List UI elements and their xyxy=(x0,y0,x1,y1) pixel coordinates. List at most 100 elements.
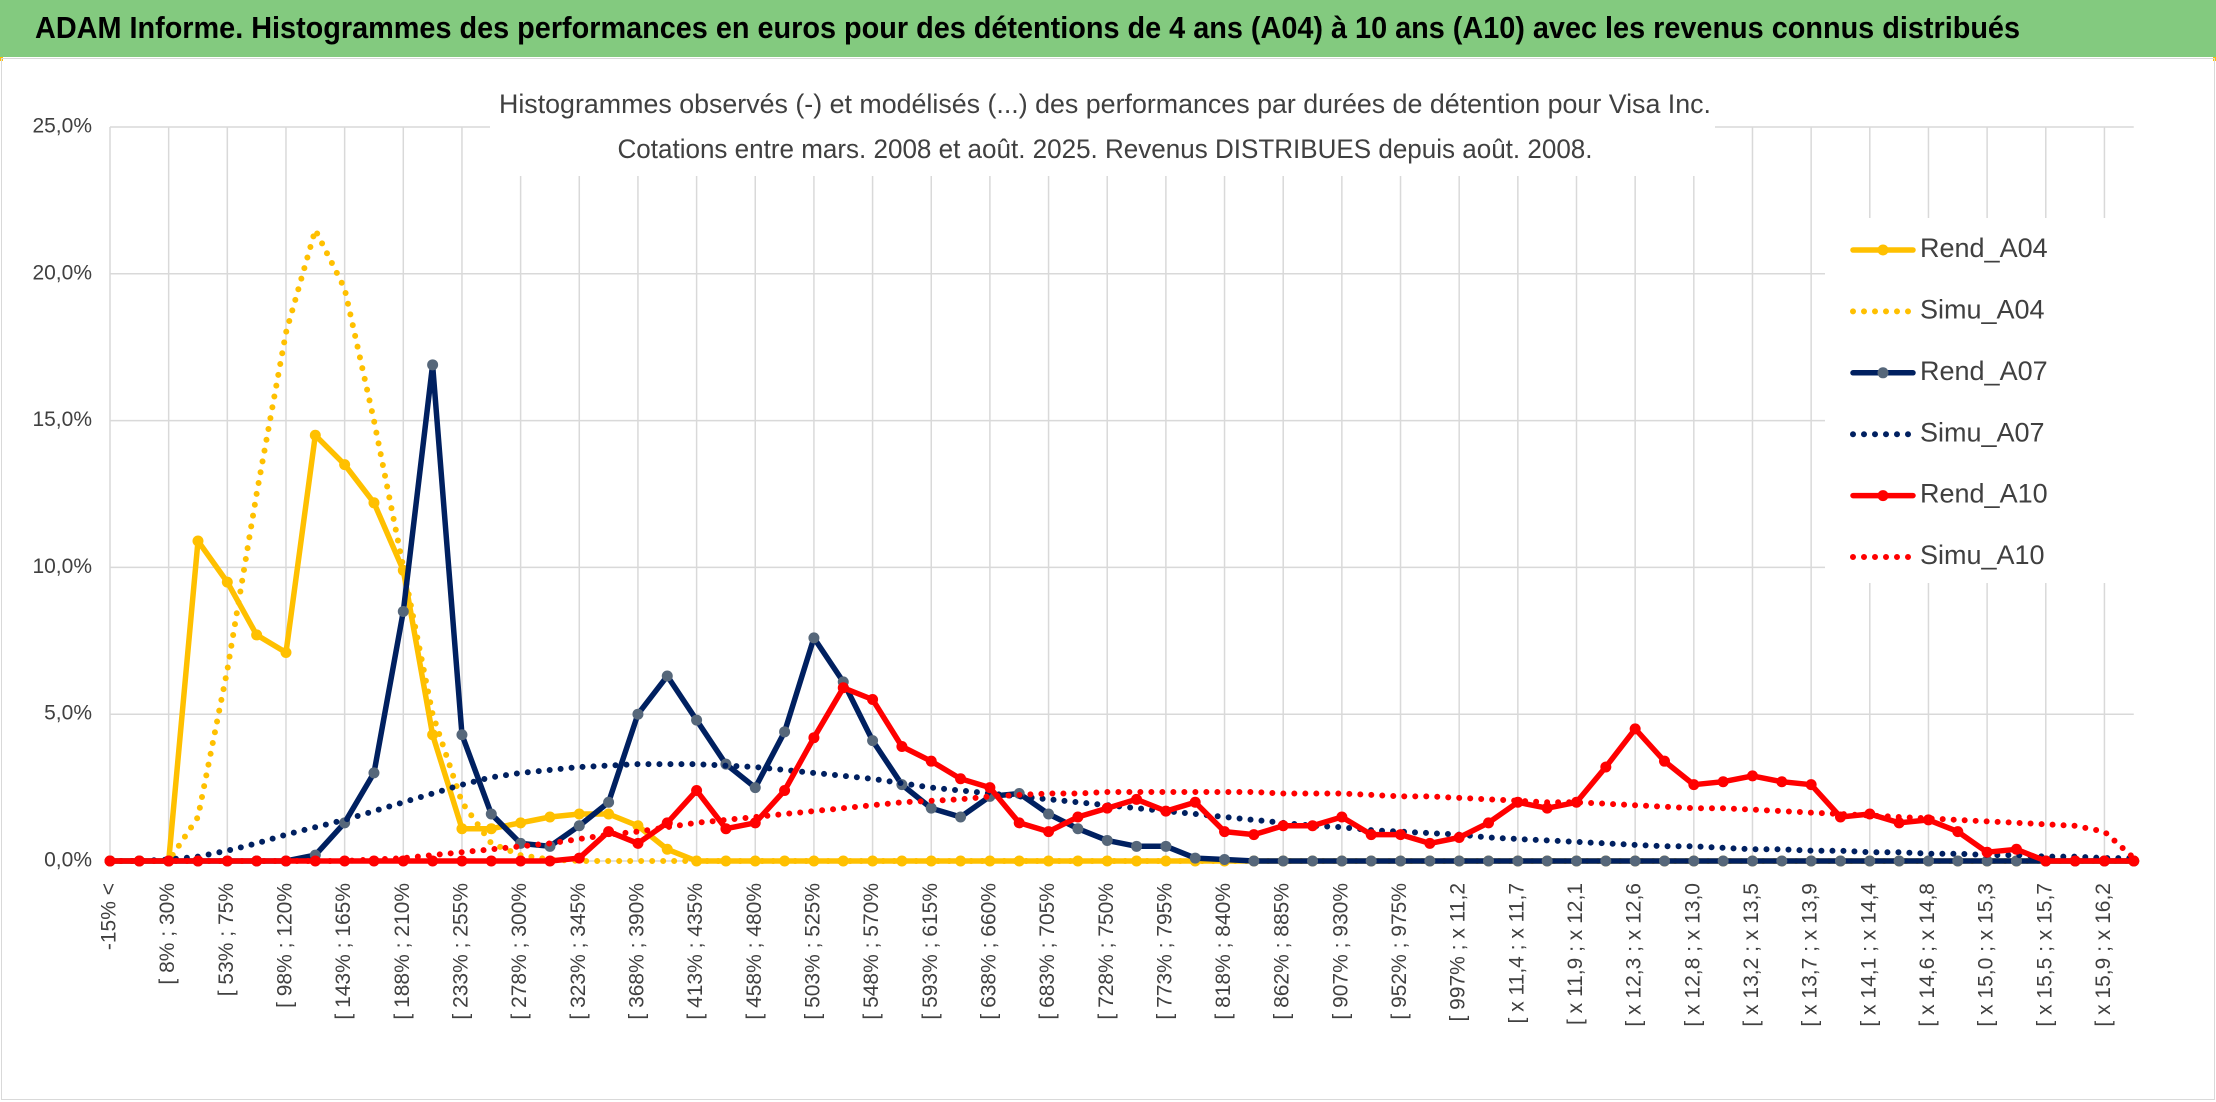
point xyxy=(1248,855,1260,867)
point xyxy=(691,714,703,726)
x-tick-label: [ x 12,8 ; x 13,0 xyxy=(1681,883,1704,1027)
point xyxy=(1805,779,1817,791)
point xyxy=(1629,723,1641,735)
point xyxy=(1658,755,1670,767)
legend-label: Rend_A10 xyxy=(1920,479,2048,509)
point xyxy=(515,817,527,829)
point xyxy=(1746,855,1758,867)
x-tick-label: [ 323% ; 345% xyxy=(567,883,590,1020)
point xyxy=(661,843,673,855)
legend-label: Simu_A10 xyxy=(1920,540,2045,570)
point xyxy=(427,729,439,741)
point xyxy=(1717,776,1729,788)
y-tick-label: 20,0% xyxy=(32,261,92,284)
point xyxy=(779,726,791,738)
point xyxy=(867,694,879,706)
point xyxy=(691,785,703,797)
point xyxy=(867,735,879,747)
point xyxy=(1072,823,1084,835)
point xyxy=(1277,855,1289,867)
point xyxy=(485,808,497,820)
point xyxy=(1512,855,1524,867)
point xyxy=(1189,852,1201,864)
point xyxy=(1336,855,1348,867)
point xyxy=(1571,855,1582,867)
legend-marker xyxy=(1877,244,1889,256)
point xyxy=(515,855,527,867)
header-bar xyxy=(0,0,2216,57)
point xyxy=(1541,855,1553,867)
point xyxy=(661,670,673,682)
x-tick-label: [ 233% ; 255% xyxy=(450,883,473,1020)
x-tick-label: [ 548% ; 570% xyxy=(860,883,883,1020)
point xyxy=(1013,817,1025,829)
point xyxy=(1776,855,1788,867)
point xyxy=(1131,793,1143,805)
point xyxy=(1952,826,1964,838)
x-tick-label: [ 997% ; x 11,2 xyxy=(1447,883,1470,1022)
point xyxy=(1277,820,1289,832)
point xyxy=(925,755,937,767)
x-tick-label: [ 773% ; 795% xyxy=(1153,883,1176,1020)
point xyxy=(1688,855,1700,867)
x-tick-label: [ 907% ; 930% xyxy=(1329,883,1352,1020)
x-tick-label: [ 952% ; 975% xyxy=(1388,883,1411,1020)
point xyxy=(632,837,644,849)
point xyxy=(1307,855,1319,867)
point xyxy=(192,535,204,547)
point xyxy=(1453,855,1465,867)
point xyxy=(1805,855,1817,867)
point xyxy=(1952,855,1964,867)
point xyxy=(1981,846,1993,858)
x-tick-label: [ x 15,9 ; x 16,2 xyxy=(2092,883,2115,1027)
x-tick-label: [ x 15,0 ; x 15,3 xyxy=(1975,883,1998,1027)
point xyxy=(837,855,849,867)
point xyxy=(1160,840,1172,852)
point xyxy=(1101,834,1113,846)
point xyxy=(1629,855,1641,867)
x-tick-label: [ x 12,3 ; x 12,6 xyxy=(1623,883,1646,1027)
point xyxy=(1717,855,1729,867)
point xyxy=(896,740,908,752)
point xyxy=(808,632,820,644)
point xyxy=(1600,855,1612,867)
x-tick-label: [ 278% ; 300% xyxy=(508,883,531,1020)
point xyxy=(1395,829,1407,841)
legend-label: Rend_A07 xyxy=(1920,356,2048,386)
x-tick-label: [ x 14,1 ; x 14,4 xyxy=(1857,883,1880,1027)
point xyxy=(1424,837,1436,849)
y-tick-label: 10,0% xyxy=(32,555,92,578)
x-tick-label: [ 143% ; 165% xyxy=(332,883,355,1020)
chart-subtitle: Cotations entre mars. 2008 et août. 2025… xyxy=(618,134,1593,164)
point xyxy=(456,729,468,741)
y-tick-label: 25,0% xyxy=(32,115,92,138)
legend-label: Simu_A04 xyxy=(1920,295,2045,325)
legend-label: Rend_A04 xyxy=(1920,233,2048,263)
point xyxy=(544,811,556,823)
point xyxy=(1101,855,1113,867)
line xyxy=(107,362,2137,864)
x-tick-label: [ 728% ; 750% xyxy=(1095,883,1118,1020)
point xyxy=(1893,855,1905,867)
point xyxy=(1013,855,1025,867)
legend-marker xyxy=(1877,490,1889,502)
point xyxy=(779,785,791,797)
y-tick-label: 0,0% xyxy=(44,849,92,872)
y-tick-label: 5,0% xyxy=(44,702,92,725)
x-tick-label: [ x 11,9 ; x 12,1 xyxy=(1564,883,1587,1025)
point xyxy=(1834,855,1846,867)
point xyxy=(1365,855,1377,867)
x-tick-label: [ 8% ; 30% xyxy=(156,883,179,985)
x-tick-label: [ 98% ; 120% xyxy=(274,883,297,1008)
point xyxy=(309,429,321,441)
point xyxy=(544,855,556,867)
point xyxy=(808,732,820,744)
point xyxy=(1101,802,1113,814)
chart-frame xyxy=(1,58,2215,1100)
x-tick-label: [ x 11,4 ; x 11,7 xyxy=(1505,883,1528,1023)
point xyxy=(397,605,409,617)
point xyxy=(1365,829,1377,841)
point xyxy=(1424,855,1436,867)
point xyxy=(1219,854,1231,866)
